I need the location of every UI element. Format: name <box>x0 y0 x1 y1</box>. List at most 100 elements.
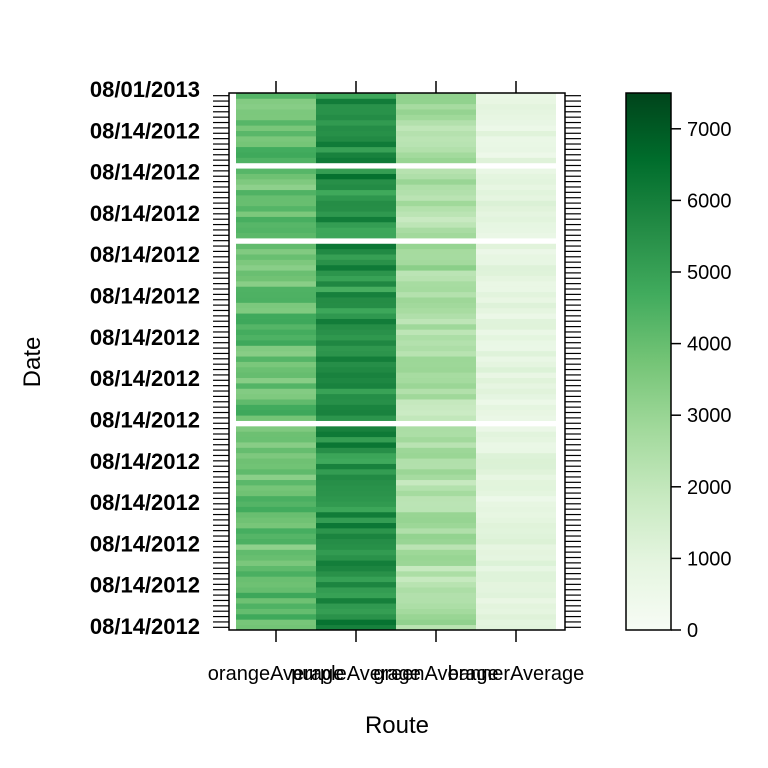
heatmap-cell <box>396 409 476 416</box>
heatmap-cell <box>236 302 316 309</box>
heatmap-cell <box>236 570 316 577</box>
heatmap-cell <box>396 393 476 400</box>
heatmap-cell <box>476 227 556 234</box>
heatmap-cell <box>316 173 396 180</box>
heatmap-cell <box>236 135 316 142</box>
heatmap-cell <box>316 302 396 309</box>
heatmap-cell <box>396 297 476 303</box>
heatmap-cell <box>476 248 556 255</box>
heatmap-cell <box>476 152 556 158</box>
heatmap-cell <box>236 329 316 336</box>
heatmap-cell <box>476 323 556 330</box>
heatmap-cell <box>236 356 316 362</box>
colorbar-tick-label: 6000 <box>687 190 732 212</box>
heatmap-cell <box>236 517 316 523</box>
heatmap-cell <box>396 458 476 464</box>
heatmap-cell <box>236 533 316 540</box>
heatmap-cell <box>476 109 556 115</box>
heatmap-cell <box>316 195 396 201</box>
heatmap-cell <box>316 232 396 239</box>
heatmap-cell <box>316 377 396 384</box>
heatmap-cell <box>316 538 396 545</box>
heatmap-cell <box>316 146 396 153</box>
heatmap-cell <box>396 168 476 174</box>
heatmap-cell <box>396 205 476 212</box>
heatmap-cell <box>236 479 316 486</box>
heatmap-cell <box>236 495 316 502</box>
heatmap-cell <box>396 356 476 362</box>
heatmap-cell <box>476 125 556 131</box>
heatmap-cell <box>316 485 396 491</box>
heatmap-cell <box>236 146 316 153</box>
heatmap-cell <box>476 597 556 604</box>
heatmap-cell <box>476 415 556 421</box>
heatmap-cell <box>476 291 556 298</box>
heatmap-cell <box>316 270 396 276</box>
heatmap-cell <box>316 549 396 556</box>
heatmap-cell <box>476 592 556 599</box>
heatmap-cell <box>316 318 396 325</box>
heatmap-cell <box>476 554 556 561</box>
heatmap-cell <box>476 565 556 572</box>
heatmap-cell <box>236 254 316 260</box>
heatmap-cell <box>476 93 556 99</box>
heatmap-cell <box>396 463 476 470</box>
heatmap-cell <box>236 399 316 405</box>
heatmap-cell <box>316 130 396 137</box>
heatmap-cell <box>236 361 316 368</box>
heatmap-cell <box>316 297 396 303</box>
heatmap-cell <box>476 538 556 545</box>
heatmap-cell <box>476 522 556 529</box>
heatmap-cell <box>316 436 396 443</box>
heatmap-cell <box>396 624 476 631</box>
colorbar-ticks: 0 1000 2000 3000 4000 5000 6000 7000 <box>671 119 732 642</box>
heatmap-cell <box>396 597 476 604</box>
y-tick-label: 08/14/2012 <box>90 573 200 598</box>
heatmap-cell <box>236 420 316 427</box>
heatmap-cell <box>476 447 556 454</box>
heatmap-cell <box>316 259 396 266</box>
x-tick-label: greenAverage <box>373 663 498 685</box>
heatmap-cell <box>476 501 556 507</box>
heatmap-cell <box>476 286 556 293</box>
heatmap-cell <box>476 275 556 282</box>
heatmap-cell <box>316 227 396 234</box>
heatmap-cell <box>316 372 396 379</box>
x-tick-label: bannerAverage <box>448 663 584 685</box>
heatmap-cell <box>476 270 556 276</box>
heatmap-cell <box>396 527 476 534</box>
heatmap-cell <box>396 619 476 626</box>
heatmap-cell <box>396 549 476 556</box>
heatmap-cell <box>476 603 556 609</box>
heatmap-cell <box>316 581 396 588</box>
heatmap-cell <box>476 157 556 164</box>
heatmap-cell <box>236 485 316 491</box>
heatmap-cell <box>316 554 396 561</box>
heatmap-cell <box>396 178 476 185</box>
heatmap-cell <box>396 425 476 432</box>
heatmap-cell <box>476 608 556 615</box>
heatmap-cell <box>236 522 316 529</box>
heatmap-cell <box>396 399 476 405</box>
heatmap-cell <box>476 189 556 196</box>
heatmap-cell <box>236 442 316 448</box>
heatmap-cell <box>236 554 316 561</box>
y-tick-label: 08/14/2012 <box>90 531 200 556</box>
heatmap-cell <box>316 544 396 550</box>
heatmap-cell <box>316 323 396 330</box>
heatmap-cell <box>396 382 476 389</box>
heatmap-cell <box>236 415 316 421</box>
heatmap-cell <box>476 307 556 314</box>
heatmap-cell <box>316 592 396 599</box>
heatmap-cell <box>236 619 316 626</box>
heatmap-cell <box>476 103 556 110</box>
heatmap-cell <box>396 447 476 454</box>
heatmap-cell <box>476 211 556 217</box>
heatmap-cell <box>316 382 396 389</box>
heatmap-cell <box>476 329 556 336</box>
heatmap-cell <box>316 431 396 438</box>
heatmap-cell <box>316 415 396 421</box>
heatmap-cell <box>396 613 476 620</box>
heatmap-cell <box>476 377 556 384</box>
heatmap-cell <box>476 495 556 502</box>
